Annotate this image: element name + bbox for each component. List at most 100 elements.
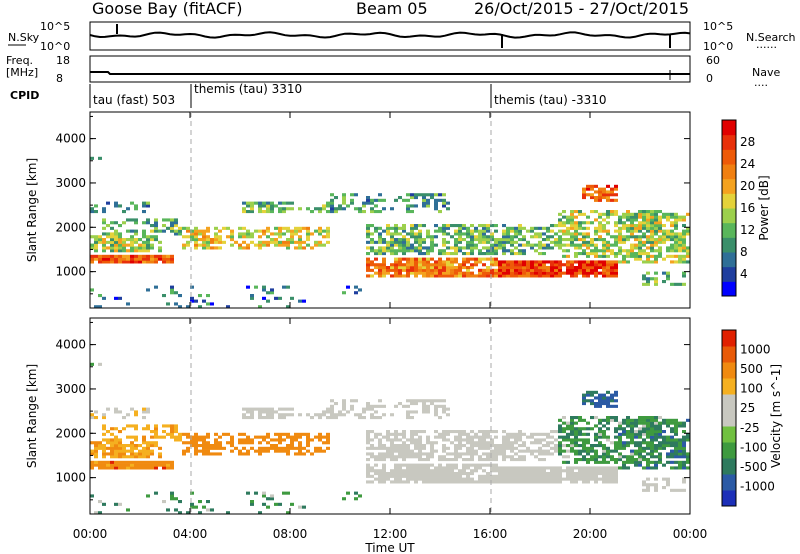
power-cell [478, 257, 482, 261]
power-cell [594, 252, 598, 256]
power-cell [458, 249, 462, 253]
power-cell [578, 271, 582, 275]
velocity-cell [106, 463, 110, 467]
velocity-cell [666, 455, 670, 459]
power-cell [566, 243, 570, 247]
velocity-cell [474, 466, 478, 470]
velocity-cell [298, 505, 302, 509]
power-cell [486, 240, 490, 244]
velocity-cell [434, 435, 438, 439]
power-cell [414, 226, 418, 230]
velocity-cell [662, 421, 666, 425]
velocity-cell [246, 438, 250, 442]
velocity-cell [94, 449, 98, 453]
velocity-cell [250, 407, 254, 411]
power-cell [466, 229, 470, 233]
velocity-cell [134, 452, 138, 456]
velocity-cell [414, 430, 418, 434]
power-cell [166, 226, 170, 230]
velocity-cell [522, 432, 526, 436]
power-cell [646, 282, 650, 286]
power-cell [550, 274, 554, 278]
power-cell [598, 193, 602, 197]
power-cell [558, 221, 562, 225]
velocity-cell [446, 472, 450, 476]
velocity-cell [614, 469, 618, 473]
velocity-cell [422, 404, 426, 408]
velocity-cell [414, 410, 418, 414]
velocity-cell [382, 458, 386, 462]
velocity-cell [238, 438, 242, 442]
power-cell [402, 268, 406, 272]
velocity-cell [454, 452, 458, 456]
power-cell [406, 238, 410, 242]
velocity-cell [386, 446, 390, 450]
power-cell [666, 254, 670, 258]
velocity-cell [122, 444, 126, 448]
power-cell [190, 299, 194, 303]
power-cell [602, 229, 606, 233]
power-cell [146, 204, 150, 208]
power-cell [506, 232, 510, 236]
velocity-cell [582, 432, 586, 436]
velocity-cell [578, 444, 582, 448]
power-cell [586, 266, 590, 270]
velocity-cell [210, 508, 214, 512]
power-cell [506, 268, 510, 272]
power-cell [414, 249, 418, 253]
velocity-cell [458, 469, 462, 473]
power-cell [482, 271, 486, 275]
power-cell [666, 249, 670, 253]
velocity-cell [202, 449, 206, 453]
power-cell [186, 243, 190, 247]
power-cell [646, 240, 650, 244]
power-cell [446, 240, 450, 244]
velocity-cell [674, 441, 678, 445]
velocity-cell [134, 463, 138, 467]
power-cell [654, 212, 658, 216]
power-ylabel: Slant Range [km] [25, 158, 39, 262]
velocity-cell [110, 466, 114, 470]
velocity-cell [390, 474, 394, 478]
power-cell [214, 246, 218, 250]
power-cell [682, 260, 686, 264]
velocity-cell [458, 446, 462, 450]
power-cell [498, 260, 502, 264]
power-cell [546, 268, 550, 272]
power-cell [474, 246, 478, 250]
power-cell [674, 232, 678, 236]
power-cell [658, 246, 662, 250]
power-cell [410, 210, 414, 214]
power-cell [570, 274, 574, 278]
velocity-cell [642, 480, 646, 484]
power-cell [474, 257, 478, 261]
power-cell [586, 240, 590, 244]
velocity-cell [418, 449, 422, 453]
power-cell [686, 246, 690, 250]
velocity-cell [514, 480, 518, 484]
power-cell [246, 229, 250, 233]
velocity-cell [518, 449, 522, 453]
velocity-cell [482, 452, 486, 456]
velocity-cell [602, 432, 606, 436]
velocity-cell [442, 474, 446, 478]
velocity-cell [310, 452, 314, 456]
velocity-cell [442, 458, 446, 462]
velocity-cell [614, 399, 618, 403]
power-cell [450, 257, 454, 261]
velocity-cell [418, 474, 422, 478]
velocity-cell [662, 435, 666, 439]
velocity-cell [526, 472, 530, 476]
power-cell [262, 232, 266, 236]
velocity-cell [678, 463, 682, 467]
velocity-cell [502, 446, 506, 450]
power-cell [574, 254, 578, 258]
power-cell [610, 198, 614, 202]
power-cell [150, 224, 154, 228]
colorbar-segment [722, 362, 736, 379]
velocity-cell [646, 427, 650, 431]
power-cell [130, 201, 134, 205]
power-cell [270, 204, 274, 208]
freq-tick-top: 18 [56, 54, 70, 67]
velocity-cell [606, 460, 610, 464]
